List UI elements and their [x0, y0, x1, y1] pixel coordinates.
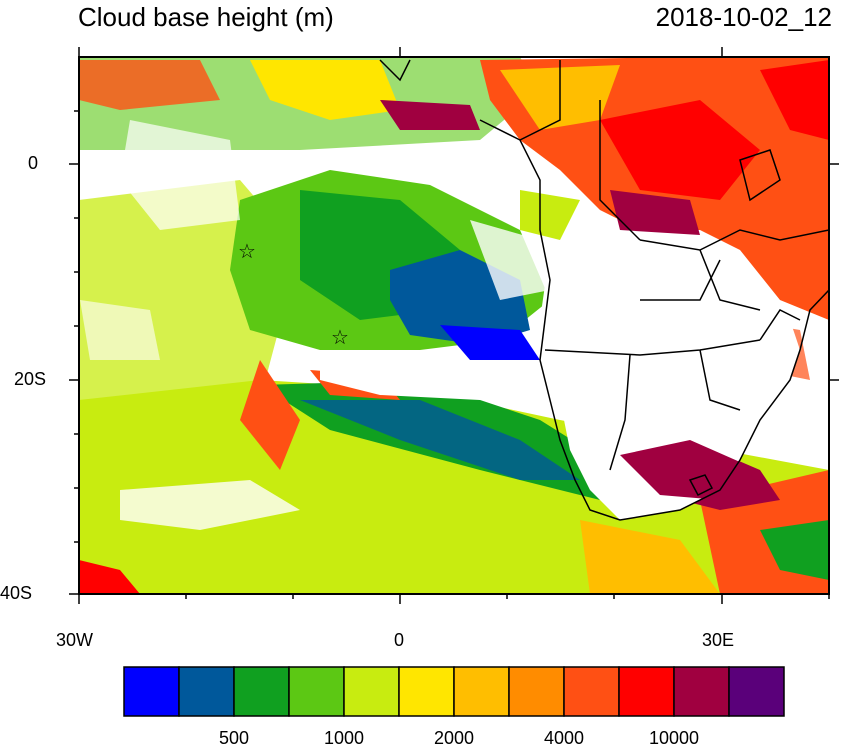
axis-ticks [69, 47, 839, 604]
lat-label: 0 [28, 153, 39, 173]
lat-label: 40S [0, 583, 33, 603]
colorbar-label: 500 [218, 728, 250, 748]
lat-label: 20S [14, 369, 47, 389]
colorbar-swatch [178, 666, 235, 717]
map-date: 2018-10-02_12 [655, 2, 832, 32]
star-icon: ☆ [331, 327, 349, 349]
colorbar-swatch [343, 666, 400, 717]
colorbar-swatch [508, 666, 565, 717]
colorbar-swatch [563, 666, 620, 717]
colorbar-label: 10000 [648, 728, 700, 748]
cloud-field: ☆ ☆ [79, 57, 829, 594]
map-title: Cloud base height (m) [78, 2, 334, 32]
colorbar-swatch [673, 666, 730, 717]
colorbar-swatch [233, 666, 290, 717]
colorbar-swatch [453, 666, 510, 717]
colorbar-label: 4000 [543, 728, 585, 748]
lon-label: 30W [56, 630, 94, 650]
colorbar [123, 666, 785, 717]
lon-label: 0 [394, 630, 405, 650]
colorbar-swatch [618, 666, 675, 717]
colorbar-swatch [398, 666, 455, 717]
colorbar-swatch [728, 666, 785, 717]
lon-label: 30E [702, 630, 735, 650]
colorbar-swatch [288, 666, 345, 717]
colorbar-label: 1000 [323, 728, 365, 748]
colorbar-swatch [123, 666, 180, 717]
star-icon: ☆ [238, 241, 256, 263]
colorbar-label: 2000 [433, 728, 475, 748]
